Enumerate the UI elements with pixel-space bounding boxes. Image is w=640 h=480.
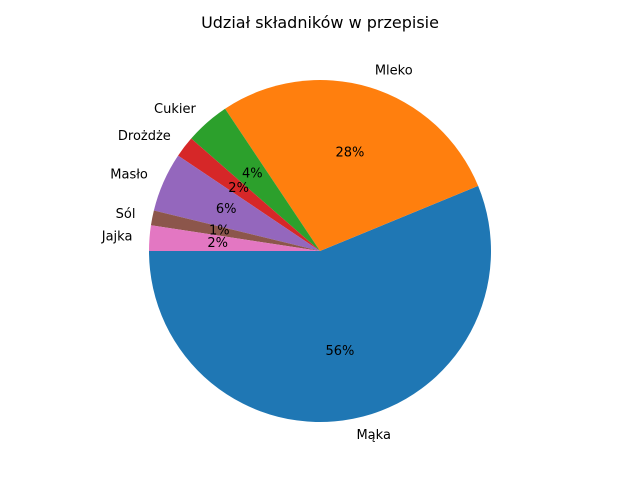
slice-percent-cukier: 4% <box>242 166 263 181</box>
slice-label-sol: Sól <box>116 207 136 222</box>
slice-label-maka: Mąka <box>356 428 390 443</box>
slice-percent-drozdze: 2% <box>228 181 249 196</box>
slice-percent-jajka: 2% <box>207 236 228 251</box>
slice-label-cukier: Cukier <box>154 102 196 117</box>
slice-label-drozdze: Drożdże <box>118 129 171 144</box>
slice-percent-sol: 1% <box>209 224 230 239</box>
pie-labels: Mąka 56% Mleko 28% Cukier 4% Drożdże 2% Masło 6% S… <box>101 64 413 443</box>
slice-sol <box>150 210 320 251</box>
slice-cukier <box>191 108 320 251</box>
slice-maka <box>149 185 491 423</box>
slice-mleko <box>225 80 479 251</box>
slice-percent-mleko: 28% <box>335 145 364 160</box>
slice-percent-maka: 56% <box>325 344 354 359</box>
pie-slices <box>149 80 491 423</box>
slice-label-maslo: Masło <box>110 168 148 183</box>
slice-percent-maslo: 6% <box>216 202 237 217</box>
slice-label-jajka: Jajka <box>101 229 133 244</box>
slice-jajka <box>149 225 320 251</box>
slice-maslo <box>153 155 320 251</box>
slice-drozdze <box>178 138 320 251</box>
slice-label-mleko: Mleko <box>375 64 413 79</box>
chart-title: Udział składników w przepisie <box>201 13 439 32</box>
